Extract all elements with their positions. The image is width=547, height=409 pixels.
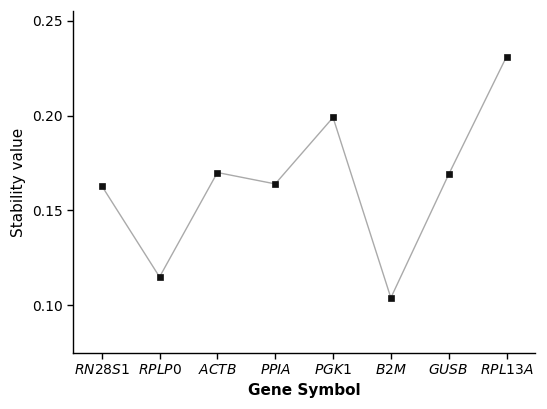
X-axis label: Gene Symbol: Gene Symbol xyxy=(248,383,360,398)
Y-axis label: Stability value: Stability value xyxy=(11,127,26,237)
